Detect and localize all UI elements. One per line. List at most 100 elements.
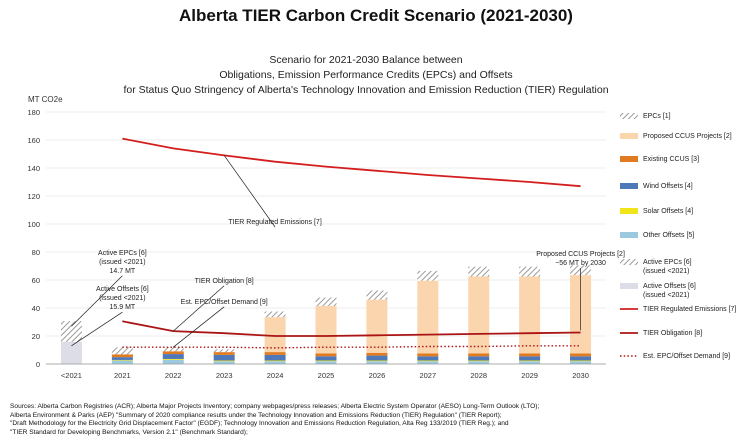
annotation-text: (issued <2021) <box>99 295 146 302</box>
bar-segment-proposed_ccus <box>264 317 286 353</box>
annotation-leader <box>71 311 123 347</box>
bar-segment-active_epcs <box>60 321 82 342</box>
bar-segment-wind_offsets <box>213 354 235 361</box>
bar-segment-other_offsets <box>519 361 541 364</box>
legend-label: Est. EPC/Offset Demand [9] <box>643 353 730 360</box>
chart-title-line: Obligations, Emission Performance Credit… <box>219 69 512 81</box>
bar-segment-existing_ccus <box>570 353 592 357</box>
x-tick-label: 2027 <box>419 371 436 380</box>
bar-segment-solar_offsets <box>264 360 286 362</box>
sources-line: Alberta Environment & Parks (AEP) "Summa… <box>10 411 502 419</box>
bar-segment-existing_ccus <box>366 352 388 356</box>
legend-label: (issued <2021) <box>643 292 690 299</box>
bar-segment-existing_ccus <box>264 352 286 355</box>
annotation-tier-obligation: TIER Obligation [8] <box>173 278 254 332</box>
legend-swatch <box>620 133 638 139</box>
bar-segment-other_offsets <box>264 361 286 364</box>
sources-note: Sources: Alberta Carbon Registries (ACR)… <box>10 403 746 437</box>
annotation-leader <box>173 306 225 348</box>
annotation-leader <box>71 275 123 327</box>
annotation-text: Active EPCs [6] <box>98 250 147 257</box>
bar-segment-wind_offsets <box>264 354 286 361</box>
y-axis-label: MT CO2e <box>28 95 63 104</box>
annotation-active-epcs: Active EPCs [6] (issued <2021) 14.7 MT <box>71 250 147 327</box>
bar-segment-proposed_ccus <box>315 305 337 354</box>
legend-swatch <box>620 113 638 119</box>
annotation-tier-regulated-emissions: TIER Regulated Emissions [7] <box>223 155 322 228</box>
x-tick-label: 2030 <box>572 371 589 380</box>
bar-segment-solar_offsets <box>519 360 541 362</box>
bar-segment-proposed_ccus <box>417 280 439 354</box>
x-tick-label: <2021 <box>61 371 82 380</box>
legend-item: Proposed CCUS Projects [2] <box>620 133 732 140</box>
annotation-active-offsets: Active Offsets [6] (issued <2021) 15.9 MT <box>71 286 149 347</box>
y-tick-label: 20 <box>32 332 40 341</box>
bar-segment-wind_offsets <box>570 356 592 361</box>
bar-segment-existing_ccus <box>111 354 133 358</box>
bar-segment-existing_ccus <box>315 353 337 357</box>
x-tick-label: 2024 <box>267 371 284 380</box>
bar-segment-solar_offsets <box>417 360 439 362</box>
page-title: Alberta TIER Carbon Credit Scenario (202… <box>179 6 573 25</box>
bar-segment-wind_offsets <box>111 357 133 360</box>
legend-swatch <box>620 208 638 214</box>
bar-segment-other_offsets <box>570 361 592 364</box>
legend-label: Proposed CCUS Projects [2] <box>643 133 732 140</box>
legend-label: Other Offsets [5] <box>643 232 694 239</box>
bar-segment-proposed_ccus <box>519 276 541 354</box>
bar-segment-proposed_ccus <box>468 276 490 354</box>
legend-swatch <box>620 232 638 238</box>
chart: Scenario for 2021-2030 Balance between Ob… <box>27 54 736 380</box>
bar-segment-solar_offsets <box>162 358 184 360</box>
x-tick-label: 2028 <box>470 371 487 380</box>
legend-swatch <box>620 283 638 289</box>
bar-segment-existing_ccus <box>417 353 439 357</box>
bar-segment-epcs <box>519 266 541 277</box>
y-tick-label: 140 <box>27 164 40 173</box>
bar-segment-existing_ccus <box>519 353 541 357</box>
legend-swatch <box>620 259 638 265</box>
legend-label: TIER Regulated Emissions [7] <box>643 306 736 313</box>
bar-segment-solar_offsets <box>315 360 337 362</box>
legend-label: Existing CCUS [3] <box>643 156 699 163</box>
y-tick-label: 80 <box>32 248 40 257</box>
bar-segment-other_offsets <box>468 361 490 364</box>
legend-item: Est. EPC/Offset Demand [9] <box>620 353 730 360</box>
legend-item: Existing CCUS [3] <box>620 156 699 163</box>
x-tick-label: 2026 <box>369 371 386 380</box>
legend-item: Other Offsets [5] <box>620 232 694 239</box>
bar-segment-solar_offsets <box>213 360 235 362</box>
bar-segment-other_offsets <box>417 361 439 364</box>
annotation-text: Est. EPC/Offset Demand [9] <box>181 299 268 306</box>
bar-segment-epcs <box>417 270 439 281</box>
y-tick-label: 180 <box>27 108 40 117</box>
bar-segment-epcs <box>213 349 235 353</box>
legend-label: EPCs [1] <box>643 113 671 120</box>
annotation-text: ~56 MT by 2030 <box>555 260 606 267</box>
bar-segment-epcs <box>162 347 184 352</box>
y-tick-label: 0 <box>36 360 40 369</box>
legend-item: Solar Offsets [4] <box>620 208 693 215</box>
legend-item: TIER Obligation [8] <box>620 330 702 337</box>
bar-segment-wind_offsets <box>519 356 541 361</box>
legend-label: (issued <2021) <box>643 268 690 275</box>
annotation-text: 15.9 MT <box>110 304 136 311</box>
bar-segment-wind_offsets <box>366 355 388 361</box>
legend-item: Active Offsets [6] (issued <2021) <box>620 283 696 299</box>
bar-segment-epcs <box>468 266 490 277</box>
x-tick-label: 2022 <box>165 371 182 380</box>
annotation-text: Active Offsets [6] <box>96 286 149 293</box>
bar-segment-solar_offsets <box>468 360 490 362</box>
bar-segment-existing_ccus <box>468 353 490 357</box>
bar-segment-other_offsets <box>213 361 235 364</box>
x-tick-label: 2023 <box>216 371 233 380</box>
annotation-text: 14.7 MT <box>110 268 136 275</box>
line-demand <box>122 345 581 349</box>
annotation-text: TIER Obligation [8] <box>195 278 254 285</box>
bar-segment-epcs <box>315 297 337 306</box>
annotation-leader <box>223 155 276 228</box>
legend-item: TIER Regulated Emissions [7] <box>620 306 736 313</box>
legend-label: Wind Offsets [4] <box>643 183 693 190</box>
legend-swatch <box>620 156 638 162</box>
bar-segment-epcs <box>366 290 388 300</box>
